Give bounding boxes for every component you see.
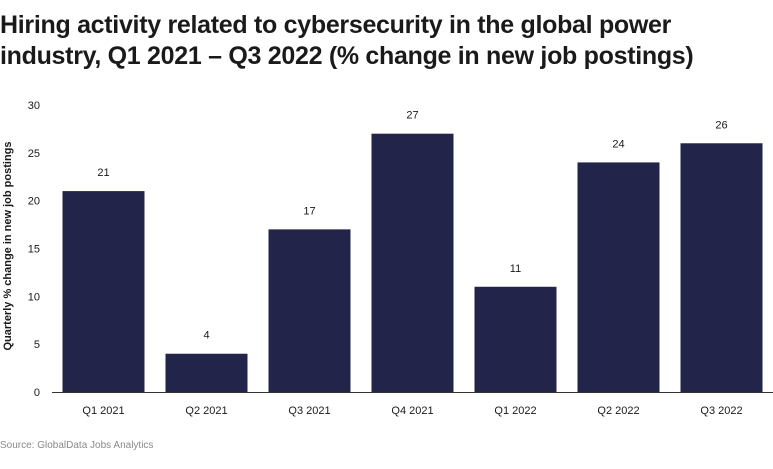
chart-title-line-2: industry, Q1 2021 – Q3 2022 (% change in…: [0, 42, 694, 70]
bar-q4-2021: [371, 133, 454, 392]
bar-data-labels: 21 4 17 27 11 24 26: [97, 110, 727, 342]
y-tick-label: 25: [28, 148, 40, 160]
bar-data-label: 21: [97, 167, 109, 179]
source-note: Source: GlobalData Jobs Analytics: [0, 440, 154, 451]
y-tick-label: 30: [28, 100, 40, 112]
bar-q3-2021: [268, 229, 351, 392]
x-axis-ticks: Q1 2021 Q2 2021 Q3 2021 Q4 2021 Q1 2022 Q2 20…: [82, 405, 742, 417]
bar-data-label: 26: [715, 119, 727, 131]
bar-series: [62, 133, 763, 392]
y-tick-label: 5: [34, 339, 40, 351]
x-tick-label: Q4 2021: [391, 405, 433, 417]
bar-data-label: 24: [612, 138, 624, 150]
y-tick-label: 20: [28, 196, 40, 208]
bar-data-label: 17: [303, 205, 315, 217]
x-tick-label: Q1 2022: [494, 405, 536, 417]
bar-q1-2022: [474, 286, 557, 392]
x-tick-label: Q2 2021: [185, 405, 227, 417]
bar-q1-2021: [62, 191, 145, 392]
y-tick-label: 15: [28, 244, 40, 256]
bar-data-label: 4: [203, 330, 209, 342]
bar-q2-2021: [165, 353, 248, 392]
bar-data-label: 11: [510, 263, 521, 275]
x-tick-label: Q3 2021: [288, 405, 330, 417]
y-tick-label: 0: [34, 387, 40, 399]
bar-q3-2022: [680, 143, 763, 392]
bar-data-label: 27: [406, 110, 418, 122]
bar-q2-2022: [577, 162, 660, 392]
chart-title: Hiring activity related to cybersecurity…: [0, 10, 760, 72]
y-tick-label: 10: [28, 291, 40, 303]
chart-title-line-1: Hiring activity related to cybersecurity…: [0, 11, 672, 39]
x-tick-label: Q1 2021: [82, 405, 124, 417]
y-axis-ticks: 0 5 10 15 20 25 30: [28, 100, 40, 399]
x-tick-label: Q2 2022: [597, 405, 639, 417]
x-tick-label: Q3 2022: [700, 405, 742, 417]
